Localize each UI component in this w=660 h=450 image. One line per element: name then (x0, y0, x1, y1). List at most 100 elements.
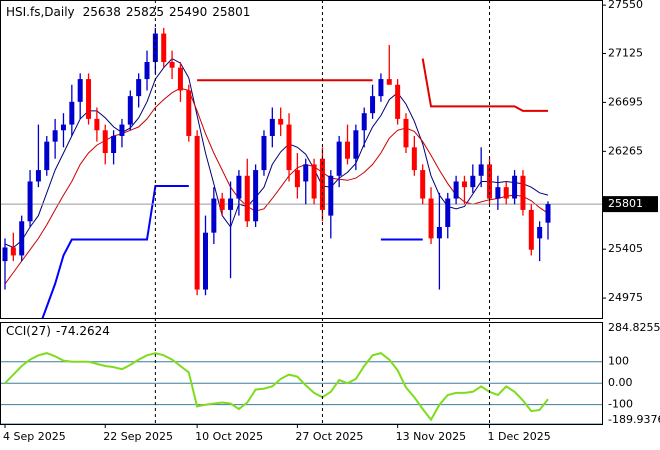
candle-body (503, 187, 509, 199)
candle-body (119, 124, 125, 136)
candle-body (528, 209, 534, 250)
cci-frame (0, 322, 603, 425)
cci-header: CCI(27) -74.2624 (6, 324, 110, 338)
candle-body (361, 113, 367, 131)
candle-body (244, 175, 250, 222)
x-tick-label: 1 Dec 2025 (488, 430, 551, 443)
candle-body (345, 141, 351, 159)
candle-body (261, 135, 267, 171)
candle-body (420, 170, 426, 199)
candle-body (512, 175, 518, 199)
candle-body (94, 118, 100, 131)
candle-body (152, 33, 158, 63)
candle-body (60, 124, 66, 131)
candle-body (461, 181, 467, 188)
y-tick-label: -100 (608, 398, 633, 411)
candle-body (311, 164, 317, 199)
y-tick-label: 25405 (608, 242, 643, 255)
y-tick-label: 284.8255 (608, 321, 660, 334)
y-tick-label: 0.00 (608, 376, 633, 389)
candle-body (386, 79, 392, 85)
candle-body (69, 101, 75, 125)
header-open: 25638 (83, 5, 121, 19)
candle-body (370, 96, 376, 114)
cci-title: CCI(27) (6, 324, 51, 338)
price-header: HSI.fs,Daily 25638 25825 25490 25801 (6, 5, 250, 19)
candle-body (177, 67, 183, 91)
candle-body (403, 118, 409, 148)
candle-body (478, 164, 484, 176)
candle-body (10, 247, 16, 256)
x-tick-label: 27 Oct 2025 (295, 430, 363, 443)
header-low: 25490 (169, 5, 207, 19)
cci-panel (0, 322, 602, 424)
candle-body (278, 118, 284, 125)
candle-body (27, 181, 33, 222)
candle-body (253, 170, 259, 222)
y-tick-label: 24975 (608, 291, 643, 304)
axes: 24975 25405 26265 26695 27125 27550 4 Sep 2025… (3, 0, 660, 443)
y-tick-label: 27550 (608, 0, 643, 11)
price-frame (0, 0, 603, 319)
x-tick-label: 13 Nov 2025 (396, 430, 466, 443)
candle-body (453, 181, 459, 199)
candle-body (236, 175, 242, 199)
candle-body (428, 198, 434, 239)
candle-body (336, 141, 342, 176)
candle-body (44, 141, 50, 171)
cci-line (4, 352, 549, 422)
candle-body (2, 247, 8, 262)
y-tick-label: -189.9376 (608, 413, 660, 426)
candle-body (219, 198, 225, 210)
y-tick-label: 26265 (608, 144, 643, 157)
candle-body (319, 158, 325, 210)
header-close: 25801 (212, 5, 250, 19)
candle-body (520, 175, 526, 210)
overlay-line (41, 185, 423, 318)
candle-body (19, 221, 25, 256)
candle-body (395, 84, 401, 119)
candle-body (35, 170, 41, 182)
candle-body (186, 90, 192, 136)
x-tick-label: 22 Sep 2025 (103, 430, 173, 443)
candle-body (303, 164, 309, 182)
candle-body (127, 96, 133, 125)
candle-body (77, 79, 83, 102)
candle-body (294, 170, 300, 188)
candle-body (144, 62, 150, 80)
candle-body (269, 118, 275, 136)
candle-body (411, 147, 417, 171)
candle-body (102, 130, 108, 154)
cci-last: -74.2624 (56, 324, 110, 338)
candle-body (445, 198, 451, 227)
candle-body (86, 79, 92, 119)
candle-body (169, 62, 175, 68)
candle-body (228, 198, 234, 210)
y-tick-label: 100 (608, 355, 629, 368)
candle-body (378, 79, 384, 97)
candle-body (537, 226, 543, 239)
header-high: 25825 (126, 5, 164, 19)
overlay-line (197, 58, 548, 112)
candle-body (136, 79, 142, 97)
price-panel (0, 27, 602, 318)
candle-body (194, 135, 200, 290)
candle-body (52, 130, 58, 142)
candle-body (545, 204, 551, 223)
chart-title: HSI.fs,Daily (6, 5, 75, 19)
y-tick-label: 26695 (608, 95, 643, 108)
candle-body (328, 175, 334, 216)
candle-body (436, 226, 442, 239)
candle-body (353, 130, 359, 159)
candle-body (211, 198, 217, 233)
candle-body (470, 175, 476, 188)
candle-body (161, 33, 167, 63)
last-price-label: 25801 (608, 197, 643, 210)
x-tick-label: 4 Sep 2025 (3, 430, 66, 443)
candle-body (495, 187, 501, 199)
candle-body (286, 124, 292, 171)
y-tick-label: 27125 (608, 46, 643, 59)
